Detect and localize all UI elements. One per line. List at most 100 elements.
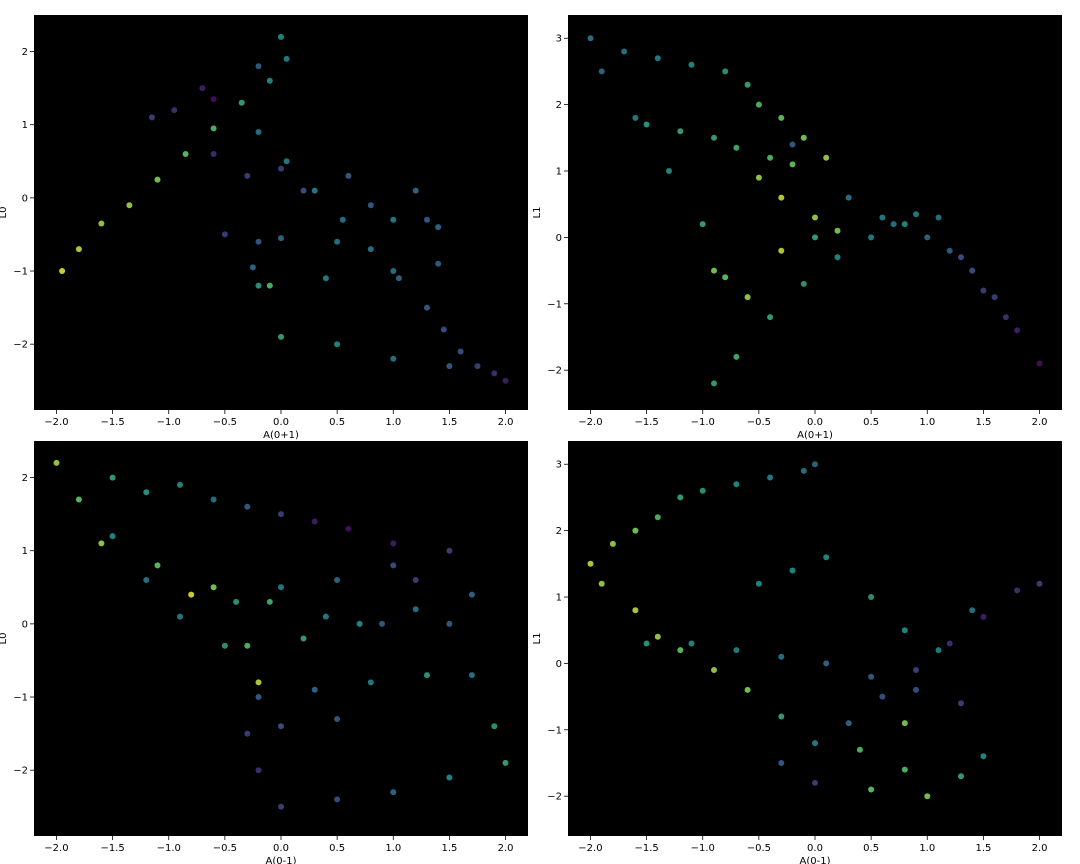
- data-point: [812, 740, 818, 747]
- data-point: [632, 527, 639, 534]
- data-point: [778, 194, 785, 201]
- data-point: [221, 231, 228, 238]
- data-point: [800, 467, 807, 474]
- x-tick-label: −2.0: [578, 843, 602, 854]
- data-point: [255, 679, 262, 686]
- data-point: [868, 786, 875, 793]
- data-point: [834, 227, 841, 234]
- data-point: [390, 216, 397, 223]
- data-point: [154, 176, 161, 183]
- data-point: [255, 129, 262, 135]
- data-point: [699, 221, 706, 228]
- data-point: [154, 562, 161, 569]
- data-point: [812, 461, 818, 468]
- data-point: [210, 496, 217, 503]
- data-point: [367, 202, 374, 209]
- data-point: [1002, 314, 1009, 321]
- y-tick-label: 3: [556, 34, 562, 45]
- x-tick-label: −1.0: [157, 417, 181, 428]
- data-point: [278, 584, 284, 591]
- data-point: [440, 326, 447, 333]
- data-point: [677, 647, 684, 654]
- data-point: [266, 282, 273, 289]
- data-point: [823, 554, 830, 561]
- data-point: [901, 766, 908, 773]
- y-tick-label: 1: [556, 167, 562, 178]
- x-tick-label: 0.5: [863, 417, 879, 428]
- plot-area: [34, 15, 528, 410]
- data-point: [266, 598, 273, 605]
- data-point: [435, 224, 442, 231]
- y-tick-label: 3: [556, 460, 562, 471]
- data-point: [733, 647, 740, 654]
- data-point: [913, 667, 919, 673]
- data-point: [345, 172, 352, 179]
- data-point: [901, 627, 908, 634]
- y-tick-label: 1: [22, 120, 28, 131]
- data-point: [210, 125, 217, 132]
- data-point: [322, 275, 329, 282]
- data-point: [1014, 327, 1021, 334]
- data-point: [733, 353, 740, 360]
- data-point: [446, 620, 453, 627]
- y-tick-label: −1: [13, 267, 28, 278]
- data-point: [654, 514, 661, 521]
- data-point: [598, 580, 605, 587]
- y-tick-label: −1: [547, 299, 562, 310]
- data-point: [755, 580, 762, 587]
- data-point: [199, 85, 206, 92]
- data-point: [233, 598, 240, 605]
- data-point: [474, 363, 481, 370]
- data-point: [424, 304, 430, 311]
- x-tick-label: 0.0: [807, 417, 823, 428]
- data-point: [958, 773, 964, 780]
- x-tick-label: 1.0: [385, 417, 401, 428]
- data-point: [266, 77, 273, 84]
- data-point: [221, 642, 228, 649]
- data-point: [980, 287, 987, 294]
- data-point: [744, 686, 751, 693]
- x-tick-label: 1.0: [919, 417, 935, 428]
- data-point: [778, 760, 785, 766]
- data-point: [946, 247, 953, 254]
- data-point: [412, 577, 419, 583]
- x-tick-label: 2.0: [498, 417, 514, 428]
- data-point: [598, 68, 605, 75]
- data-point: [733, 144, 740, 151]
- data-point: [177, 481, 183, 488]
- data-point: [812, 214, 818, 221]
- x-tick-label: 1.0: [385, 843, 401, 854]
- y-tick-label: 0: [556, 233, 562, 244]
- y-tick-label: 0: [556, 659, 562, 670]
- data-point: [255, 767, 262, 774]
- data-point: [834, 254, 841, 261]
- data-point: [699, 487, 706, 494]
- data-point: [778, 653, 785, 660]
- data-point: [390, 540, 397, 547]
- plot-area: [568, 441, 1062, 836]
- y-tick-label: −2: [13, 340, 28, 351]
- data-point: [901, 221, 908, 228]
- data-point: [98, 540, 105, 547]
- data-point: [778, 247, 785, 254]
- x-tick-label: −1.5: [100, 843, 124, 854]
- data-point: [845, 194, 852, 201]
- data-point: [722, 68, 729, 75]
- data-point: [1036, 360, 1043, 367]
- data-point: [587, 35, 594, 42]
- data-point: [845, 720, 852, 727]
- x-tick-label: −2.0: [578, 417, 602, 428]
- data-point: [244, 503, 251, 510]
- data-point: [969, 267, 976, 274]
- scatter-panel-bottom-right: −2.0 −1.5 −1.0 −0.5 0.0 0.5 1.0 1.5 2.0 3 2 1 0 −1 −2 A…: [532, 441, 1062, 864]
- data-point: [789, 567, 796, 574]
- x-tick-label: 0.0: [273, 843, 289, 854]
- x-tick-label: −1.0: [691, 843, 715, 854]
- data-point: [924, 793, 931, 800]
- data-point: [278, 333, 284, 340]
- scatter-panel-bottom-left: −2.0 −1.5 −1.0 −0.5 0.0 0.5 1.0 1.5 2.0 2 1 0 −1 −2 A(…: [0, 441, 528, 864]
- data-point: [300, 635, 307, 642]
- y-axis-label: L1: [532, 633, 543, 645]
- data-point: [711, 667, 717, 673]
- y-tick-label: 1: [556, 593, 562, 604]
